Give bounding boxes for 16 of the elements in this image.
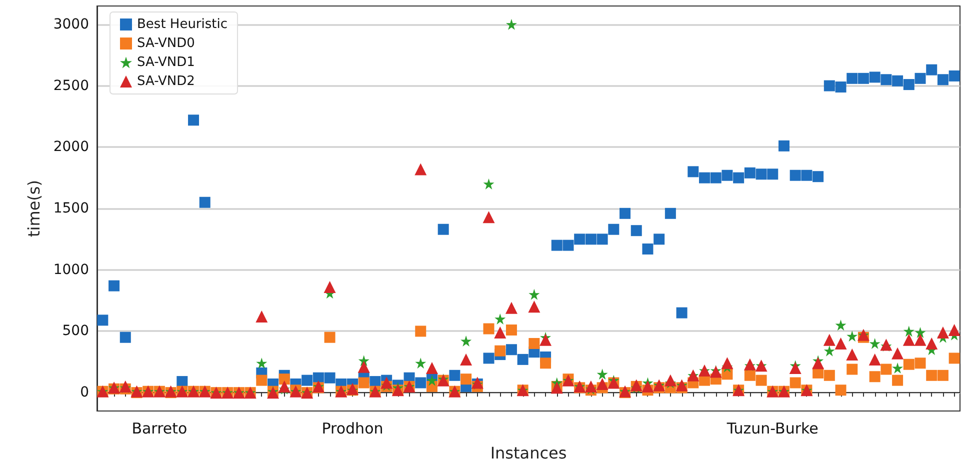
legend-label: Best Heuristic xyxy=(137,17,228,32)
y-axis-title: time(s) xyxy=(24,180,44,237)
x-tick-label: Tuzun-Burke xyxy=(726,420,818,438)
x-tick-label: Barreto xyxy=(132,420,188,438)
x-tick-label: Prodhon xyxy=(322,420,384,438)
y-tick-label: 0 xyxy=(80,384,89,401)
y-tick-label: 3000 xyxy=(53,16,89,32)
legend-label: SA-VND0 xyxy=(137,36,195,51)
y-tick-label: 1500 xyxy=(53,200,89,216)
x-axis-title: Instances xyxy=(490,444,567,462)
y-tick-label: 2500 xyxy=(53,78,89,94)
legend-label: SA-VND2 xyxy=(137,74,195,89)
y-tick-label: 500 xyxy=(62,323,89,340)
y-tick-label: 2000 xyxy=(53,139,89,156)
y-tick-label: 1000 xyxy=(53,262,89,278)
legend-label: SA-VND1 xyxy=(137,55,195,70)
